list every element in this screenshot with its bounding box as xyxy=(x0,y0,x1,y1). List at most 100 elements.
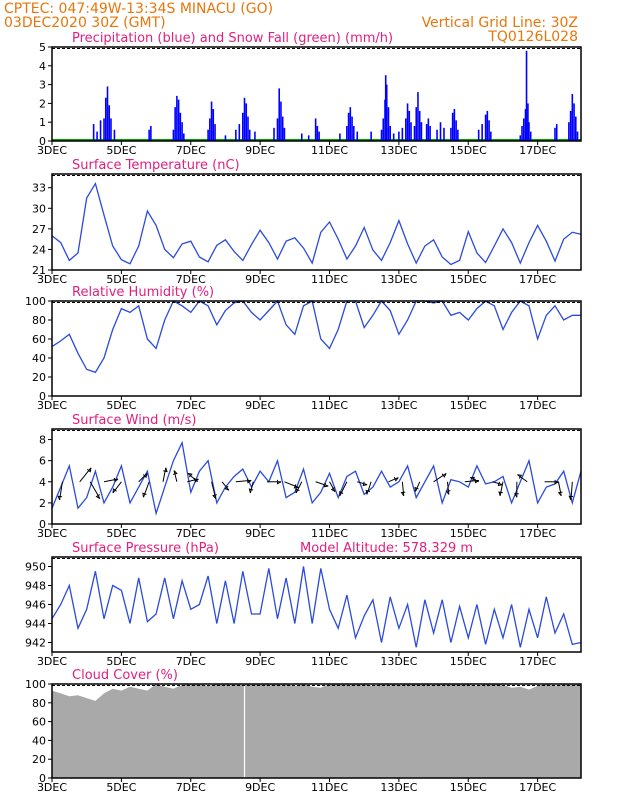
y-tick-label: 100 xyxy=(25,678,46,691)
wind-arrow-head xyxy=(445,490,451,495)
x-tick-label: 15DEC xyxy=(450,781,487,794)
wind-arrow xyxy=(357,481,368,486)
y-tick-label: 2 xyxy=(39,97,46,110)
wind-arrow xyxy=(103,478,119,483)
station-header: CPTEC: 047:49W-13:34S MINACU (GO) xyxy=(4,1,273,17)
y-tick-label: 948 xyxy=(25,580,46,593)
precip-bar xyxy=(352,125,355,141)
x-tick-label: 17DEC xyxy=(519,781,556,794)
wind-arrow xyxy=(401,481,405,496)
precip-bar xyxy=(347,112,350,141)
wind-arrow xyxy=(492,481,503,486)
precip-bar xyxy=(210,101,213,141)
wind-arrow xyxy=(211,481,217,499)
wind-arrow-head xyxy=(554,479,559,485)
precip-bar xyxy=(207,129,209,141)
x-tick-label: 15DEC xyxy=(450,527,487,540)
wind-arrow-head xyxy=(365,489,371,495)
model-code: TQ0126L028 xyxy=(487,29,578,45)
precip-bar xyxy=(150,125,152,141)
x-tick-label: 3DEC xyxy=(37,144,67,157)
wind-arrow-head xyxy=(497,481,503,487)
precip-bar xyxy=(214,124,216,141)
x-tick-label: 7DEC xyxy=(176,144,206,157)
precip-bar xyxy=(179,112,182,141)
precip-bar xyxy=(382,118,385,141)
wind-arrow-head xyxy=(400,491,406,497)
y-tick-label: 8 xyxy=(39,434,46,447)
precip-bar xyxy=(113,129,116,141)
precip-bar xyxy=(387,107,390,141)
x-tick-label: 9DEC xyxy=(245,399,275,412)
precip-bar xyxy=(148,129,150,141)
precip-bar xyxy=(276,118,279,141)
precip-bar xyxy=(573,103,575,141)
wind-arrow-head xyxy=(498,491,503,496)
precip-bar xyxy=(420,122,423,141)
wind-arrow xyxy=(221,481,230,491)
y-tick-label: 0 xyxy=(39,772,46,785)
precip-bar xyxy=(280,101,282,141)
wind-arrow-head xyxy=(142,473,148,479)
wind-arrow-head xyxy=(187,472,193,478)
x-tick-label: 3DEC xyxy=(37,399,67,412)
y-tick-label: 20 xyxy=(32,753,46,766)
precip-bar xyxy=(183,133,185,141)
precip-bar xyxy=(209,118,211,141)
cloud-cover-area xyxy=(52,684,581,778)
panel-subtitle: Model Altitude: 578.329 m xyxy=(300,541,473,556)
wind-arrow xyxy=(433,472,447,483)
wind-arrow xyxy=(173,470,178,482)
x-tick-label: 17DEC xyxy=(519,655,556,668)
panel-title: Surface Wind (m/s) xyxy=(72,413,196,428)
precip-bar xyxy=(398,131,400,141)
y-tick-label: 1 xyxy=(39,116,46,129)
panel-title: Surface Temperature (nC) xyxy=(72,158,240,173)
wind-arrow-head xyxy=(362,481,368,487)
precip-bar xyxy=(554,127,556,141)
precip-bar xyxy=(339,133,341,141)
precip-bar xyxy=(380,129,383,141)
wind-arrow-head xyxy=(557,491,563,497)
panel-title: Precipitation (blue) and Snow Fall (gree… xyxy=(72,31,393,46)
y-tick-label: 40 xyxy=(32,734,46,747)
precip-bar xyxy=(108,105,111,141)
precip-bar xyxy=(384,75,387,141)
panel-wind: Surface Wind (m/s) 0 2 4 6 8 3DEC 5DEC 7DEC 9DEC 1… xyxy=(37,413,582,540)
wind-arrow xyxy=(557,481,562,496)
panel-frame xyxy=(51,46,582,142)
precip-bar xyxy=(181,122,183,141)
wind-arrow xyxy=(143,481,150,498)
x-tick-label: 9DEC xyxy=(245,781,275,794)
wind-arrow-head xyxy=(247,478,252,484)
x-tick-label: 7DEC xyxy=(176,399,206,412)
wind-arrow xyxy=(138,473,148,483)
x-tick-label: 17DEC xyxy=(519,273,556,286)
x-tick-label: 13DEC xyxy=(380,655,417,668)
precip-bar xyxy=(481,124,483,141)
wind-arrow xyxy=(249,481,254,494)
wind-arrow-head xyxy=(470,476,476,482)
wind-arrow xyxy=(284,481,299,488)
panel-frame xyxy=(51,683,582,779)
x-tick-label: 13DEC xyxy=(380,781,417,794)
precip-bar xyxy=(177,99,180,141)
precip-bar xyxy=(99,120,102,141)
panel-pres: Surface Pressure (hPa) Model Altitude: 57… xyxy=(25,541,582,668)
wind-arrow xyxy=(235,479,252,483)
wind-arrow-head xyxy=(142,492,147,498)
x-tick-label: 7DEC xyxy=(176,655,206,668)
precip-bar xyxy=(318,131,320,141)
panel-precip: Precipitation (blue) and Snow Fall (gree… xyxy=(37,31,582,157)
precip-bar xyxy=(356,131,359,141)
y-tick-label: 80 xyxy=(32,697,46,710)
precip-bar xyxy=(519,135,522,141)
panel-temp: Surface Temperature (nC) 21 24 27 30 33 3DEC 5D… xyxy=(32,158,582,286)
precip-bar xyxy=(529,131,532,141)
precip-bar xyxy=(418,110,421,141)
panel-frame xyxy=(51,428,582,525)
precip-bar xyxy=(569,110,572,141)
wind-arrow xyxy=(470,477,479,483)
precip-bar xyxy=(247,116,249,141)
